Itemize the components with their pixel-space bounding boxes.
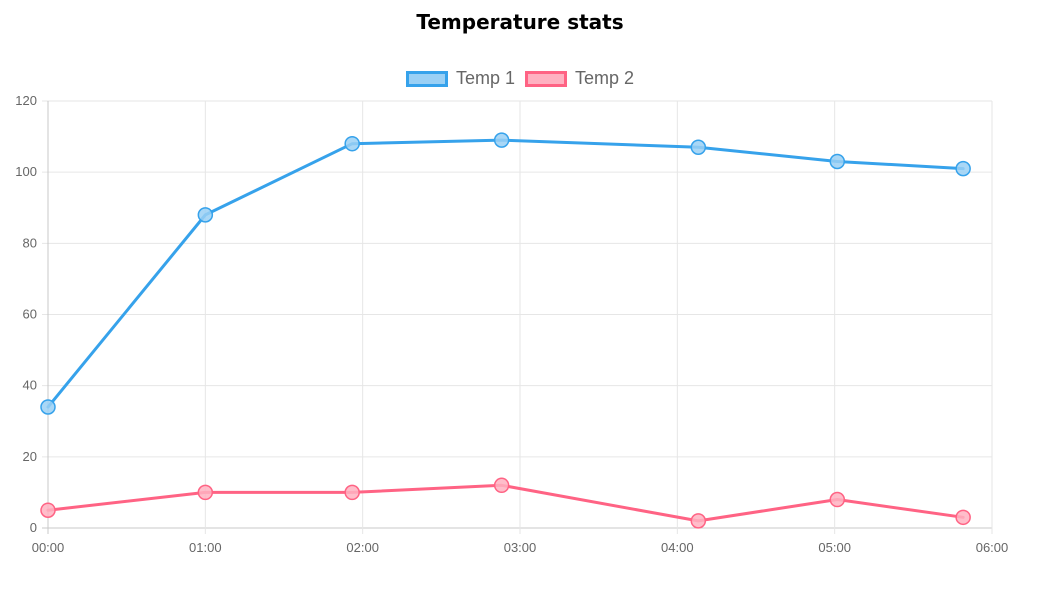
chart-title: Temperature stats	[416, 10, 624, 34]
legend-item-temp-1[interactable]: Temp 1	[405, 68, 515, 89]
x-tick-label: 04:00	[661, 540, 694, 555]
legend-swatch-temp-1	[405, 70, 448, 87]
x-tick-label: 02:00	[346, 540, 379, 555]
data-point[interactable]	[690, 513, 707, 529]
y-tick-label: 60	[23, 307, 37, 322]
legend-label-temp-1: Temp 1	[455, 68, 515, 88]
x-tick-label: 03:00	[504, 540, 537, 555]
data-point[interactable]	[197, 484, 214, 501]
data-point[interactable]	[344, 484, 360, 501]
x-tick-label: 00:00	[32, 540, 65, 555]
y-tick-label: 100	[15, 164, 37, 179]
legend-item-temp-2[interactable]: Temp 2	[525, 68, 634, 89]
x-axis-ticks: 00:00 01:00 02:00 03:00 04:00 05:00 06:00	[32, 540, 1009, 555]
data-point[interactable]	[344, 135, 360, 152]
data-point[interactable]	[955, 509, 971, 526]
data-point[interactable]	[493, 477, 510, 494]
data-point[interactable]	[955, 160, 971, 177]
x-tick-label: 06:00	[976, 540, 1009, 555]
y-tick-label: 120	[15, 93, 37, 108]
series-line-1	[46, 138, 965, 409]
x-tick-label: 05:00	[818, 540, 851, 555]
y-axis-ticks: 0 20 40 60 80 100 120	[15, 93, 37, 535]
series-1	[40, 132, 971, 415]
data-point[interactable]	[493, 132, 510, 148]
data-point[interactable]	[197, 207, 214, 223]
legend-swatch-temp-2	[525, 70, 567, 87]
data-point[interactable]	[690, 139, 707, 156]
data-point[interactable]	[829, 491, 846, 508]
y-tick-label: 0	[30, 520, 37, 535]
data-point[interactable]	[40, 399, 56, 415]
legend: Temp 1 Temp 2	[0, 68, 1040, 89]
y-tick-label: 20	[23, 449, 37, 464]
x-tick-label: 01:00	[189, 540, 222, 555]
y-tick-label: 80	[23, 235, 37, 250]
series-layer	[40, 132, 971, 529]
data-point[interactable]	[829, 153, 846, 170]
grid	[42, 100, 993, 534]
data-point[interactable]	[40, 502, 56, 518]
series-2	[40, 477, 971, 529]
legend-label-temp-2: Temp 2	[575, 68, 635, 88]
y-tick-label: 40	[23, 378, 37, 393]
